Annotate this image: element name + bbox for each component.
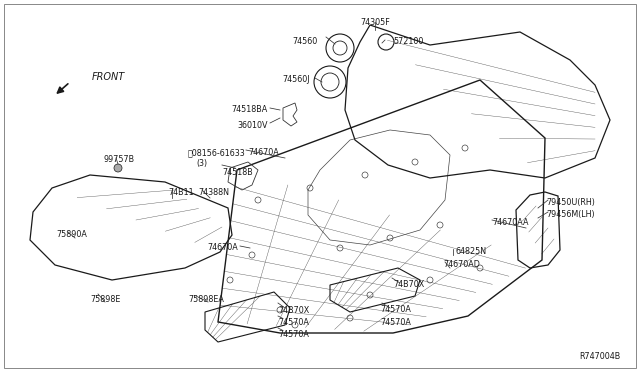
Text: 75890A: 75890A [56,230,87,239]
Circle shape [114,164,122,172]
Text: 74560J: 74560J [282,75,310,84]
Text: 74B11: 74B11 [168,188,194,197]
Text: 572100: 572100 [393,37,424,46]
Text: 36010V: 36010V [237,121,268,130]
Text: 75898E: 75898E [90,295,120,304]
Text: 74388N: 74388N [198,188,229,197]
Text: 74570A: 74570A [278,318,309,327]
Text: 74570A: 74570A [278,330,309,339]
Text: 74B70X: 74B70X [278,306,309,315]
Text: 79450U(RH): 79450U(RH) [546,198,595,207]
Text: 74B70X: 74B70X [393,280,424,289]
Text: 74305F: 74305F [360,18,390,27]
Text: FRONT: FRONT [92,72,125,82]
Text: 74670AA: 74670AA [492,218,529,227]
Text: 74570A: 74570A [380,318,411,327]
Text: 74670AD: 74670AD [443,260,480,269]
Text: 74560: 74560 [292,37,318,46]
Text: 74670A: 74670A [248,148,279,157]
Text: 99757B: 99757B [104,155,135,164]
Text: 75898EA: 75898EA [188,295,224,304]
Text: R747004B: R747004B [579,352,620,361]
Text: 64825N: 64825N [456,247,487,256]
Text: 79456M(LH): 79456M(LH) [546,210,595,219]
Text: 74518B: 74518B [222,168,253,177]
Text: 74670A: 74670A [207,243,238,252]
Text: Ⓑ08156-61633: Ⓑ08156-61633 [188,148,246,157]
Text: (3): (3) [196,159,207,168]
Text: 74518BA: 74518BA [232,105,268,114]
Text: 74570A: 74570A [380,305,411,314]
